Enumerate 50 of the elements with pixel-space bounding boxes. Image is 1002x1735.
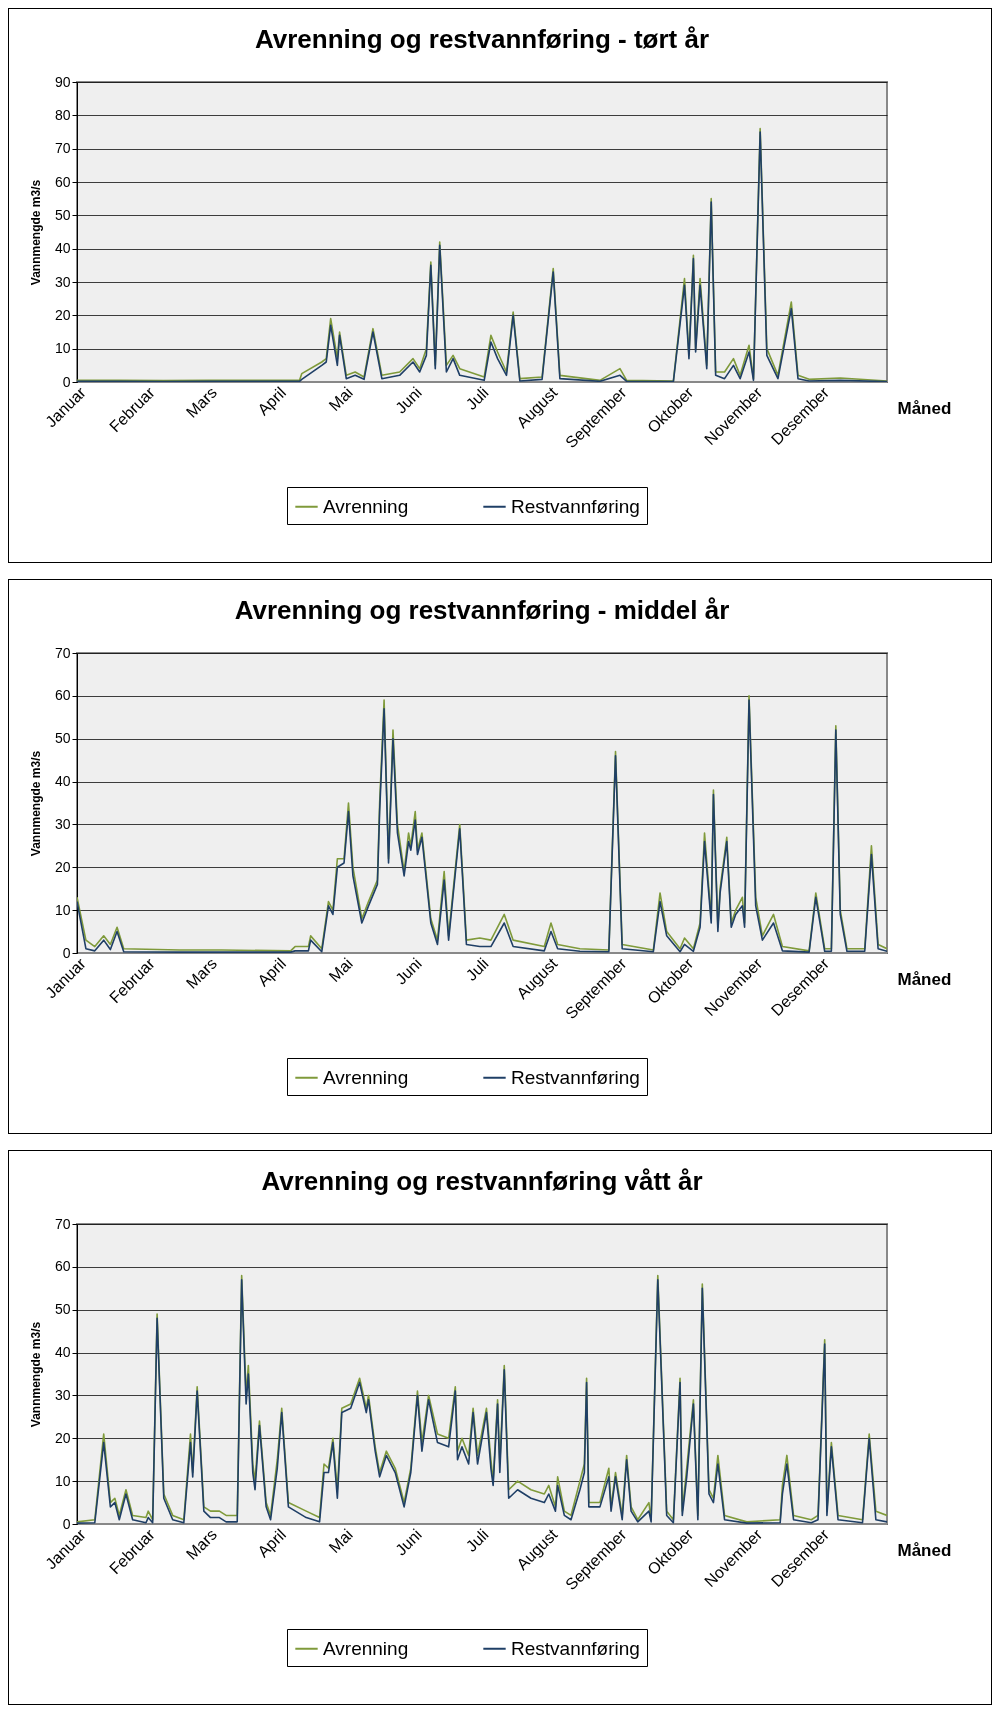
y-tick-label: 40: [54, 773, 71, 790]
legend-label: Restvannføring: [511, 495, 640, 517]
chart-title: Avrenning og restvannføring - tørt år: [254, 24, 710, 54]
x-tick-label: Juli: [462, 954, 492, 984]
y-tick-label: 50: [54, 206, 71, 223]
y-tick-label: 70: [54, 140, 71, 157]
y-tick-label: 90: [54, 73, 71, 90]
y-tick-label: 30: [54, 273, 71, 290]
legend-label: Restvannføring: [511, 1066, 640, 1088]
x-tick-label: Juli: [462, 1525, 492, 1555]
x-tick-label: Juli: [462, 383, 492, 413]
y-tick-label: 70: [54, 1215, 71, 1232]
y-tick-label: 10: [54, 901, 71, 918]
y-tick-label: 30: [54, 1386, 71, 1403]
x-tick-label: Juni: [392, 1525, 425, 1559]
x-axis-title: Måned: [897, 398, 952, 418]
y-axis-title: Vannmengde m3/s: [28, 750, 43, 857]
y-tick-label: 70: [54, 644, 71, 661]
legend-label: Avrenning: [323, 1637, 409, 1659]
y-tick-label: 20: [54, 858, 71, 875]
y-tick-label: 10: [54, 1472, 71, 1489]
y-tick-label: 80: [54, 106, 71, 123]
y-tick-label: 0: [62, 373, 71, 390]
y-tick-label: 60: [54, 173, 71, 190]
x-axis-title: Måned: [897, 1540, 952, 1560]
y-tick-label: 10: [54, 340, 71, 357]
y-tick-label: 50: [54, 1301, 71, 1318]
x-tick-label: Mai: [325, 1525, 356, 1557]
x-tick-label: Juni: [392, 954, 425, 988]
y-tick-label: 60: [54, 1258, 71, 1275]
y-tick-label: 60: [54, 687, 71, 704]
y-tick-label: 40: [54, 1344, 71, 1361]
y-tick-label: 20: [54, 306, 71, 323]
chart-title: Avrenning og restvannføring - middel år: [234, 595, 730, 625]
y-tick-label: 50: [54, 730, 71, 747]
legend-label: Avrenning: [323, 1066, 409, 1088]
legend-label: Restvannføring: [511, 1637, 640, 1659]
y-axis-title: Vannmengde m3/s: [28, 1321, 43, 1428]
y-tick-label: 20: [54, 1429, 71, 1446]
y-tick-label: 30: [54, 815, 71, 832]
y-tick-label: 0: [62, 1515, 71, 1532]
x-axis-title: Måned: [897, 969, 952, 989]
x-tick-label: Mai: [325, 383, 356, 415]
x-tick-label: Juni: [392, 383, 425, 417]
chart-title: Avrenning og restvannføring vått år: [261, 1166, 703, 1196]
y-tick-label: 40: [54, 240, 71, 257]
legend-label: Avrenning: [323, 495, 409, 517]
x-tick-label: Mai: [325, 954, 356, 986]
y-axis-title: Vannmengde m3/s: [28, 179, 43, 286]
y-tick-label: 0: [62, 944, 71, 961]
